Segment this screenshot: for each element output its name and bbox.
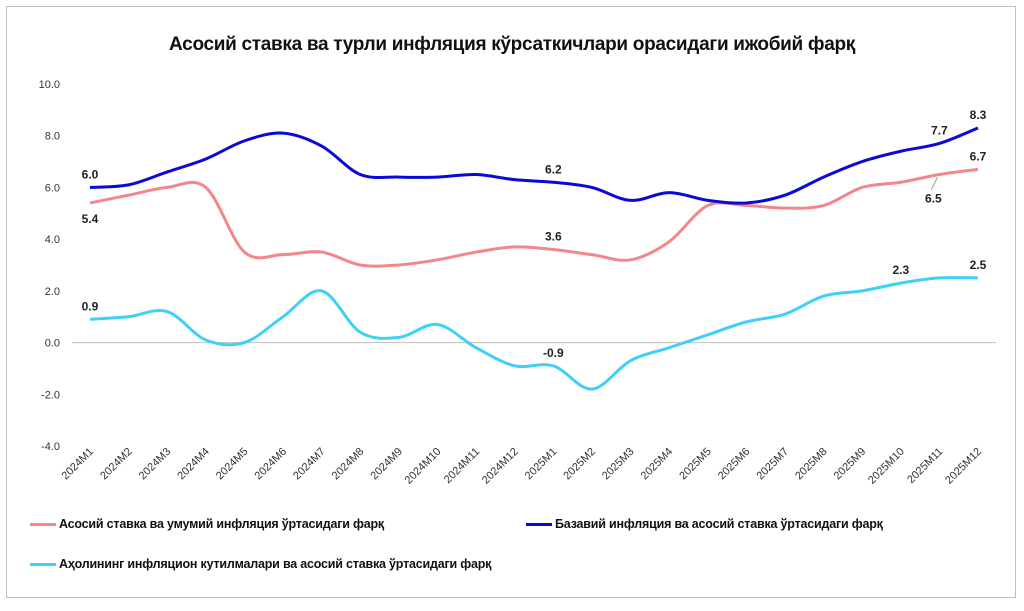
x-tick-label: 2024M1 [60,446,97,483]
x-tick-label: 2025M4 [639,446,676,483]
y-tick-label: -2.0 [41,389,60,401]
y-tick-label: 0.0 [45,338,60,350]
x-tick-label: 2025M1 [523,446,560,483]
x-tick-label: 2025M10 [866,446,907,487]
legend-item-series-1: Асосий ставка ва умумий инфляция ўртасид… [30,517,384,531]
y-tick-label: 2.0 [45,286,60,298]
legend-item-series-2: Базавий инфляция ва асосий ставка ўртаси… [526,517,883,531]
x-tick-label: 2024M2 [98,446,135,483]
x-tick-label: 2024M5 [214,446,251,483]
data-label: 6.5 [925,192,942,206]
data-label: 7.7 [931,123,948,137]
data-label: -0.9 [543,346,564,360]
data-label: 6.0 [82,167,99,181]
x-tick-label: 2025M8 [793,446,830,483]
chart-frame [6,6,1016,598]
series-line-3 [89,276,979,391]
legend-label: Базавий инфляция ва асосий ставка ўртаси… [555,517,883,531]
legend-label: Аҳолининг инфляцион кутилмалари ва асоси… [59,557,492,571]
x-tick-label: 2025M3 [600,446,637,483]
y-tick-label: 4.0 [45,234,60,246]
data-label: 8.3 [970,108,987,122]
chart-title: Асосий ставка ва турли инфляция кўрсатки… [169,34,855,55]
x-tick-label: 2024M3 [137,446,174,483]
series-line-2 [89,126,979,205]
x-tick-label: 2024M11 [442,446,482,486]
x-tick-label: 2025M9 [832,446,869,483]
data-label: 6.2 [545,162,562,176]
data-label: 3.6 [545,229,562,243]
data-label: 2.5 [970,258,987,272]
legend-label: Асосий ставка ва умумий инфляция ўртасид… [59,517,384,531]
y-tick-label: 6.0 [45,182,60,194]
x-tick-label: 2025M12 [943,446,984,487]
legend-swatch [30,562,56,566]
y-tick-label: 8.0 [45,131,60,143]
x-tick-label: 2024M8 [330,446,367,483]
y-tick-label: -4.0 [41,441,60,453]
y-tick-label: 10.0 [39,79,60,91]
data-label: 2.3 [892,263,909,277]
legend-item-series-3: Аҳолининг инфляцион кутилмалари ва асоси… [30,557,491,571]
x-tick-label: 2024M12 [480,446,521,487]
x-tick-label: 2025M11 [905,446,945,486]
x-tick-label: 2024M6 [253,446,290,483]
legend-swatch [30,522,56,526]
leader-line [930,177,938,190]
x-tick-label: 2024M10 [403,446,444,487]
x-tick-label: 2025M6 [716,446,753,483]
data-label: 5.4 [82,212,99,226]
x-tick-label: 2024M4 [175,446,212,483]
data-label: 0.9 [82,299,99,313]
x-tick-label: 2024M7 [291,446,328,483]
x-tick-label: 2025M5 [677,446,714,483]
x-tick-label: 2025M7 [754,446,791,483]
x-tick-label: 2025M2 [561,446,598,483]
x-tick-label: 2024M9 [368,446,405,483]
data-label: 6.7 [970,149,987,163]
legend-swatch [526,522,552,526]
series-line-1 [89,167,979,268]
